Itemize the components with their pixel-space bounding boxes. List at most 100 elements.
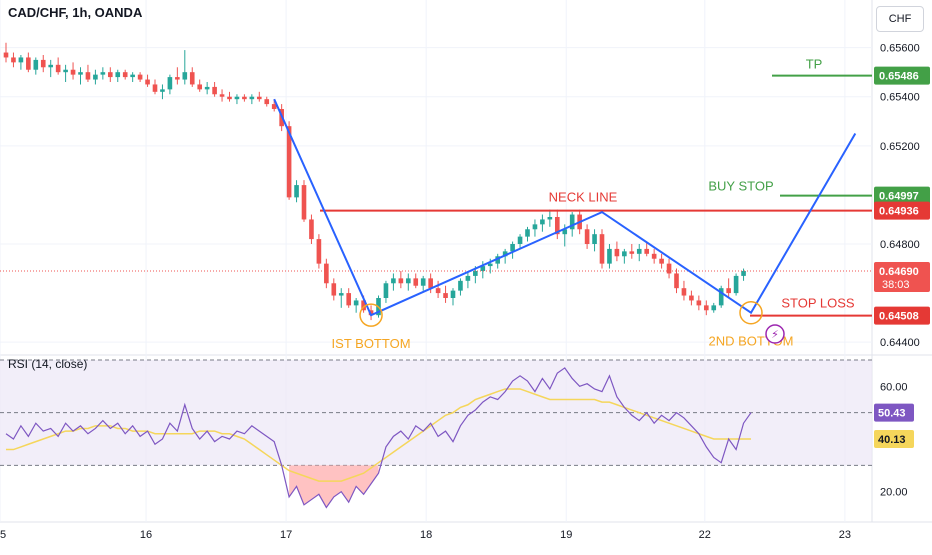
candle-body <box>510 244 515 252</box>
candle-body <box>703 305 709 311</box>
candle-body <box>428 278 433 289</box>
candle-body <box>249 96 255 100</box>
candle-body <box>70 69 76 75</box>
candles-layer <box>3 42 746 321</box>
neck-line-price-tag <box>874 201 930 220</box>
y-tick-label: 0.65200 <box>880 141 920 153</box>
candle-body <box>405 278 411 284</box>
TP-price-tag <box>874 66 930 85</box>
candle-body <box>212 86 217 95</box>
x-tick-label: 15 <box>0 529 6 541</box>
candle-body <box>413 278 419 286</box>
candle-body <box>189 72 195 85</box>
candle-body <box>85 72 91 80</box>
rsi-ma-line <box>6 388 751 482</box>
grid-layer <box>0 0 932 523</box>
candle-body <box>502 251 508 257</box>
candle-body <box>137 74 143 80</box>
candle-body <box>636 248 642 254</box>
candle-body <box>383 283 389 298</box>
rsi-ma-value-label: 40.13 <box>878 434 906 446</box>
y-tick-label: 0.64400 <box>880 337 920 349</box>
neck-line-label: NECK LINE <box>549 190 618 205</box>
candle-body <box>301 185 307 220</box>
x-tick-label: 23 <box>839 529 851 541</box>
x-tick-label: 17 <box>280 529 292 541</box>
candle-body <box>480 266 486 271</box>
candle-body <box>107 72 113 78</box>
candle-body <box>525 229 530 237</box>
TP-label: TP <box>806 57 823 72</box>
candle-body <box>309 219 314 240</box>
y-tick-label: 0.64800 <box>880 239 920 251</box>
symbol-title: CAD/CHF, 1h, OANDA <box>8 5 143 20</box>
candle-body <box>726 288 731 294</box>
candle-body <box>324 263 329 284</box>
x-tick-label: 19 <box>560 529 572 541</box>
candle-body <box>443 293 448 298</box>
candle-body <box>547 217 553 220</box>
candle-body <box>182 72 188 80</box>
candle-body <box>256 96 262 100</box>
candle-body <box>26 57 31 70</box>
rsi-background-layer <box>0 359 872 508</box>
candle-body <box>361 300 366 311</box>
stop-loss-label: STOP LOSS <box>781 296 855 311</box>
x-tick-label: 22 <box>699 529 711 541</box>
lightning-icon-glyph: ⚡ <box>771 329 779 341</box>
candle-body <box>398 278 404 284</box>
candle-body <box>338 293 344 296</box>
pattern-line <box>273 98 857 317</box>
candle-body <box>33 59 39 70</box>
candle-body <box>227 96 232 100</box>
candle-body <box>391 278 396 284</box>
candle-body <box>599 234 605 264</box>
candle-body <box>93 74 98 80</box>
candle-body <box>145 79 150 85</box>
candle-body <box>435 288 441 294</box>
candle-body <box>346 293 352 306</box>
candle-body <box>167 77 173 90</box>
buy-stop-price-tag <box>874 186 930 205</box>
candle-body <box>666 263 672 274</box>
candle-body <box>55 64 61 73</box>
candle-body <box>614 248 620 257</box>
candle-body <box>152 84 158 92</box>
candle-body <box>718 288 724 306</box>
candle-body <box>540 219 545 225</box>
candle-body <box>450 290 456 298</box>
y-tick-label: 0.65600 <box>880 43 920 55</box>
candle-body <box>674 273 679 289</box>
candle-body <box>160 89 165 92</box>
candle-body <box>629 251 635 254</box>
candle-body <box>532 224 538 230</box>
buy-stop-price-label: 0.64997 <box>879 191 919 203</box>
candle-body <box>569 214 575 230</box>
candle-body <box>11 57 16 63</box>
currency-button[interactable]: CHF <box>876 6 924 32</box>
candle-body <box>122 72 128 78</box>
candle-body <box>420 278 426 286</box>
levels-layer: TP BUY STOP NECK LINE STOP LOSS <box>0 57 872 317</box>
rsi-y-tick-label: 60.00 <box>880 381 908 393</box>
candle-body <box>115 72 121 78</box>
candle-body <box>264 99 270 105</box>
countdown-label: 38:03 <box>882 279 910 291</box>
candle-body <box>465 275 471 281</box>
candle-body <box>175 77 180 80</box>
candle-body <box>63 69 68 73</box>
candle-body <box>242 96 247 100</box>
first-bottom-label: IST BOTTOM <box>332 336 411 351</box>
rsi-line <box>5 367 752 509</box>
pattern-layer: IST BOTTOM 2ND BOTTOM⚡ <box>273 98 857 351</box>
candle-body <box>689 295 694 301</box>
candle-body <box>554 217 560 235</box>
TP-price-label: 0.65486 <box>879 71 919 83</box>
candle-body <box>458 280 463 291</box>
candle-body <box>271 104 277 109</box>
candle-body <box>741 271 746 276</box>
buy-stop-label: BUY STOP <box>708 179 773 194</box>
candle-body <box>204 86 210 90</box>
candle-body <box>48 64 54 68</box>
